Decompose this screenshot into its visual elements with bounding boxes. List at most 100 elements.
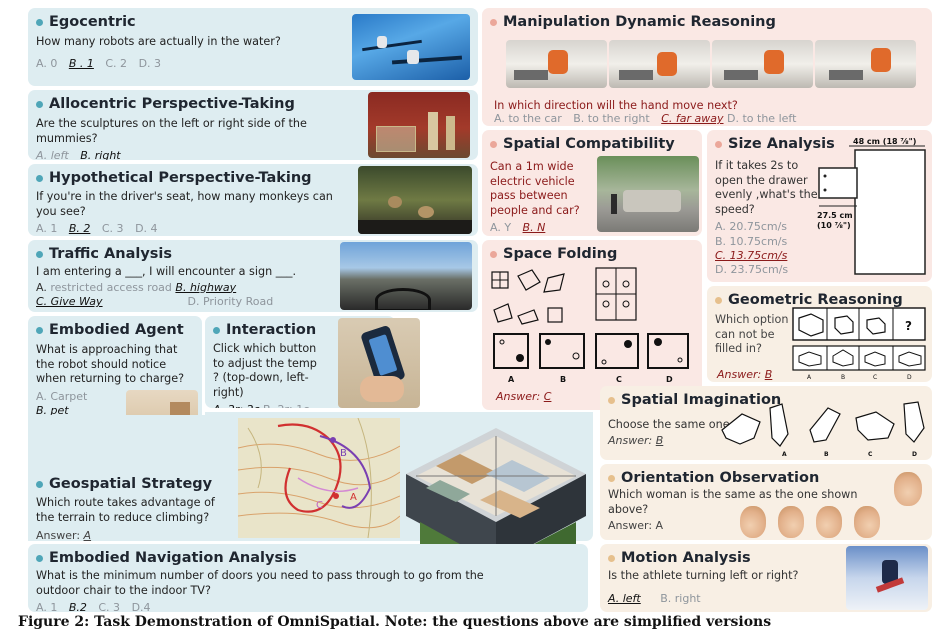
question: Choose the same one. (608, 418, 734, 431)
question: If it takes 2s to open the drawer evenly… (715, 159, 818, 216)
correct-answer: B (655, 433, 664, 447)
imag-label-a: A (782, 451, 787, 458)
bullet-icon (608, 554, 615, 562)
card-title: Spatial Imagination (608, 392, 924, 408)
card-allocentric: Allocentric Perspective-Taking Are the s… (28, 90, 478, 160)
correct-answer: B (764, 368, 773, 381)
card-spatial-imagination: Spatial Imagination Choose the same one.… (600, 386, 932, 460)
card-embodied-navigation: Embodied Navigation Analysis What is the… (28, 544, 588, 612)
phone-hand-photo (338, 318, 420, 408)
bullet-icon (715, 140, 722, 148)
question: Which route takes advantage of the terra… (36, 496, 215, 524)
card-title: Motion Analysis (608, 550, 924, 566)
question: If you're in the driver's seat, how many… (36, 190, 333, 218)
answer: Answer: A (36, 529, 92, 543)
bullet-icon (490, 18, 497, 26)
options: A. 20.75cm/s B. 10.75cm/s C. 13.75cm/s D… (715, 220, 789, 277)
geo-label-a: A (807, 374, 812, 381)
bullet-icon (608, 396, 615, 404)
card-space-folding: Space Folding A B C D Answer: C (482, 240, 702, 410)
dim-side-label-2: (10 ⅞") (817, 221, 851, 230)
folding-label-b: B (560, 375, 566, 384)
question: How many robots are actually in the wate… (36, 35, 281, 48)
drawer-diagram: 48 cm (18 ⅞") 27.5 cm (10 ⅞") (817, 137, 926, 275)
card-title: Geometric Reasoning (715, 292, 924, 308)
answer: Answer: C (496, 390, 552, 403)
museum-photo (368, 92, 470, 158)
reference-face (894, 472, 922, 506)
correct-answer: A. left (608, 591, 641, 605)
frame-3 (712, 40, 813, 88)
card-title: Traffic Analysis (36, 246, 470, 262)
options: A. left B. right (36, 149, 470, 160)
question: Which woman is the same as the one shown… (608, 488, 858, 516)
imag-label-d: D (912, 451, 917, 458)
map-label-c: C (316, 500, 323, 511)
answer: Answer: B (717, 368, 773, 381)
question: Are the sculptures on the left or right … (36, 117, 307, 145)
answer: Answer: A (608, 519, 664, 533)
card-title: Embodied Agent (36, 322, 194, 338)
folding-option-a (493, 333, 529, 369)
frame-4 (815, 40, 916, 88)
correct-answer: B.2 (68, 601, 87, 612)
topographic-map: B A C (238, 418, 400, 538)
card-title: Size Analysis (715, 136, 924, 152)
car-street-photo (597, 156, 699, 232)
bullet-icon (36, 174, 43, 182)
correct-answer: B. N (522, 221, 546, 235)
options: A. to the car B. to the right C. far awa… (494, 112, 797, 125)
driving-photo (340, 242, 472, 310)
card-motion-analysis: Motion Analysis Is the athlete turning l… (600, 544, 932, 612)
card-geometric-reasoning: Geometric Reasoning Which option can not… (707, 286, 932, 382)
answer: Answer: B (608, 433, 664, 447)
card-title: Interaction (213, 322, 387, 338)
card-hypothetical: Hypothetical Perspective-Taking If you'r… (28, 164, 478, 236)
question: Which option can not be filled in? (715, 313, 789, 356)
face-option-b (778, 506, 804, 538)
question: Can a 1m wide electric vehicle pass betw… (490, 160, 580, 217)
options: A. restricted access road B. highway (36, 280, 237, 294)
map-label-b: B (340, 448, 347, 459)
geospatial-text: Geospatial Strategy Which route takes ad… (36, 476, 236, 542)
correct-answer: C. 13.75cm/s (715, 248, 788, 262)
card-title: Spatial Compatibility (490, 136, 694, 152)
card-title: Embodied Navigation Analysis (36, 550, 580, 566)
folding-label-c: C (616, 375, 622, 384)
question: Is the athlete turning left or right? (608, 569, 799, 582)
correct-answer: B. highway (175, 280, 237, 294)
options: A. Y B. N (490, 221, 546, 235)
map-label-a: A (350, 492, 357, 503)
correct-answer: B. right (80, 149, 121, 160)
card-traffic: Traffic Analysis I am entering a ___, I … (28, 240, 478, 312)
imagination-shapes: A B C D (721, 401, 925, 458)
folding-option-c (595, 333, 639, 369)
bullet-icon (36, 480, 43, 488)
folding-label-d: D (666, 375, 673, 384)
bullet-icon (608, 474, 615, 482)
correct-answer: B . 1 (68, 56, 94, 70)
geo-label-d: D (907, 374, 912, 381)
options: A. 0 B . 1 C. 2 D. 3 (36, 56, 162, 70)
correct-answer: B. pet (36, 404, 69, 418)
card-title: Space Folding (490, 246, 694, 262)
card-title: Egocentric (36, 14, 470, 30)
pool-robots-photo (352, 14, 470, 80)
question: What is approaching that the robot shoul… (36, 343, 185, 386)
card-orientation-observation: Orientation Observation Which woman is t… (600, 464, 932, 540)
imag-label-b: B (824, 451, 829, 458)
manipulation-frames (506, 40, 916, 88)
folding-label-a: A (508, 375, 515, 384)
bullet-icon (213, 326, 220, 334)
card-title: Allocentric Perspective-Taking (36, 96, 470, 112)
correct-answer: A (83, 529, 92, 543)
bullet-icon (490, 250, 497, 258)
folding-diagram: A B C D (491, 267, 689, 384)
card-egocentric: Egocentric How many robots are actually … (28, 8, 478, 86)
question: I am entering a ___, I will encounter a … (36, 265, 297, 278)
car-monkeys-photo (358, 166, 472, 234)
correct-answer: A. 2r; 2c (213, 403, 260, 408)
geometric-qmark: ? (905, 319, 912, 333)
geo-label-b: B (841, 374, 845, 381)
frame-1 (506, 40, 607, 88)
